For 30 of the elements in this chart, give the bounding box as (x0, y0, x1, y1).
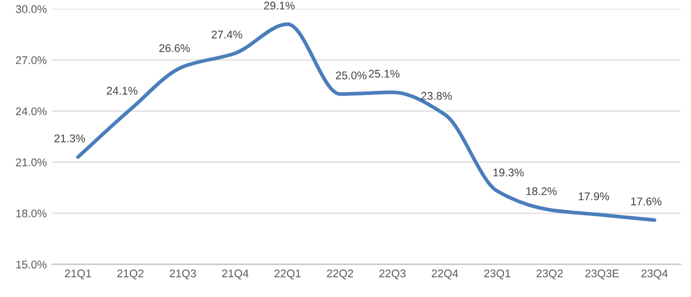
data-label: 25.0% (336, 71, 366, 80)
y-tick-label: 30.0% (16, 5, 47, 14)
x-tick-label: 22Q4 (432, 269, 458, 280)
data-label: 25.1% (368, 70, 400, 78)
y-tick-label: 21.0% (16, 158, 47, 166)
data-label: 21.3% (54, 134, 86, 142)
x-tick-label: 23Q1 (484, 269, 510, 280)
x-tick-label: 23Q4 (641, 269, 668, 280)
y-tick-label: 15.0% (16, 260, 47, 268)
y-tick-label: 27.0% (16, 56, 47, 64)
data-label: 17.9% (578, 192, 610, 200)
x-tick-label: 21Q1 (64, 269, 92, 280)
x-tick-label: 22Q2 (327, 269, 354, 280)
y-tick-label: 24.0% (16, 107, 47, 116)
data-label: 19.3% (493, 168, 524, 176)
data-label: 27.4% (212, 30, 242, 38)
data-label: 17.6% (631, 197, 662, 206)
data-label: 24.1% (106, 86, 138, 95)
y-tick-label: 18.0% (16, 210, 47, 218)
data-label: 23.8% (421, 92, 452, 100)
x-tick-label: 23Q3E (585, 269, 619, 280)
data-label: 18.2% (526, 187, 557, 196)
data-label: 29.1% (264, 2, 295, 10)
data-label: 26.6% (159, 44, 190, 52)
x-tick-label: 22Q3 (379, 269, 406, 280)
x-tick-label: 21Q4 (222, 269, 248, 280)
x-tick-label: 21Q2 (117, 269, 144, 280)
x-tick-label: 23Q2 (536, 269, 563, 280)
x-tick-label: 22Q1 (274, 269, 301, 280)
x-tick-label: 21Q3 (170, 269, 196, 280)
